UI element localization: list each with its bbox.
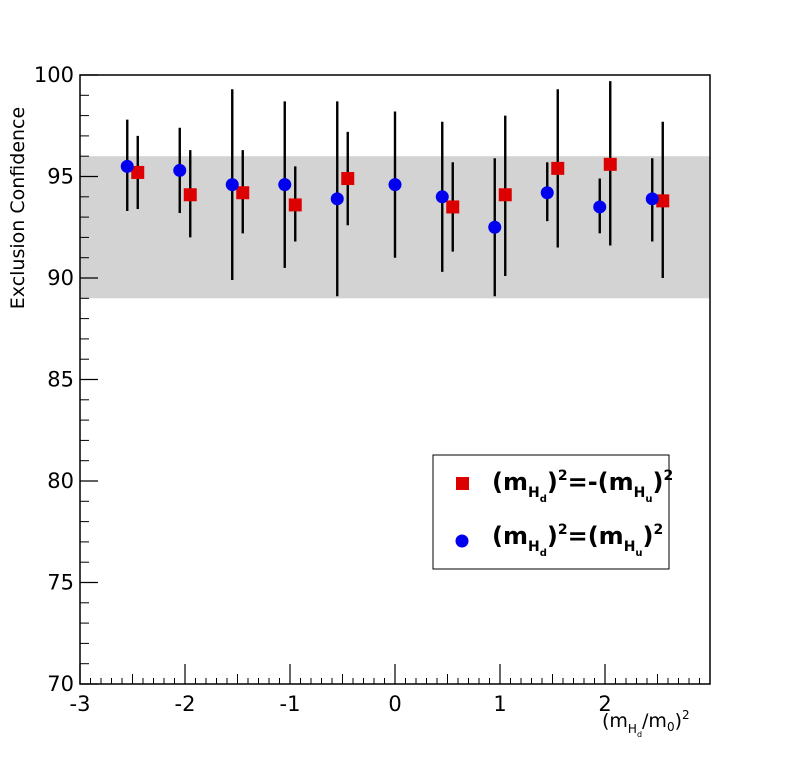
data-point-square [341,172,355,186]
x-axis-title-subsub: d [637,730,642,739]
data-point-circle [488,220,502,234]
x-tick-label: -1 [280,692,301,716]
y-tick-label: 90 [47,266,74,290]
data-point-square [656,194,670,208]
minor-ticks [80,94,700,684]
legend: (mHd)2=-(mHu)2 (mHd)2=(mHu)2 [432,454,673,570]
x-axis-title: (mHd/m0)2 [602,708,690,739]
data-point-square [551,161,565,175]
x-axis-title-tail: /m [642,710,667,732]
legend-marker-blue-circle [455,534,469,548]
data-point-circle [540,186,554,200]
data-point-circle [435,190,449,204]
y-tick-label: 70 [47,672,74,696]
data-point-square [603,157,617,171]
data-point-square [288,198,302,212]
x-axis-title-close: ) [675,710,682,732]
data-point-square [446,200,460,214]
x-axis-ticks: -3 -2 -1 0 1 2 [70,664,612,716]
data-point-circle [645,192,659,206]
data-point-circle [593,200,607,214]
data-point-circle [388,178,402,192]
data-point-circle [278,178,292,192]
x-tick-label: -2 [175,692,196,716]
y-tick-label: 95 [47,165,74,189]
legend-box [432,454,670,570]
y-tick-label: 75 [47,571,74,595]
y-axis-title: Exclusion Confidence [7,107,29,309]
data-point-square [236,186,250,200]
data-point-square [131,165,145,179]
y-tick-label: 100 [34,63,74,87]
x-tick-label: 1 [493,692,506,716]
x-axis-title-tail-sub: 0 [667,720,675,734]
y-tick-label: 85 [47,368,74,392]
y-axis-ticks: 70 75 80 85 90 95 100 [34,63,98,696]
data-point-circle [330,192,344,206]
x-tick-label: -3 [70,692,91,716]
y-tick-label: 80 [47,469,74,493]
legend-label-red: (mHd)2=-(mHu)2 [492,468,673,505]
data-point-circle [225,178,239,192]
x-tick-label: 0 [388,692,401,716]
legend-marker-red-square [456,477,469,490]
x-tick-label: 2 [598,692,611,716]
x-axis-title-sup: 2 [682,708,690,722]
data-markers [120,157,670,234]
data-point-circle [173,163,187,177]
data-point-square [183,188,197,202]
data-point-circle [120,159,134,173]
legend-label-blue: (mHd)2=(mHu)2 [492,522,663,559]
data-point-square [498,188,512,202]
x-axis-title-open: (m [602,710,628,732]
x-axis-title-sub: H [628,722,637,736]
